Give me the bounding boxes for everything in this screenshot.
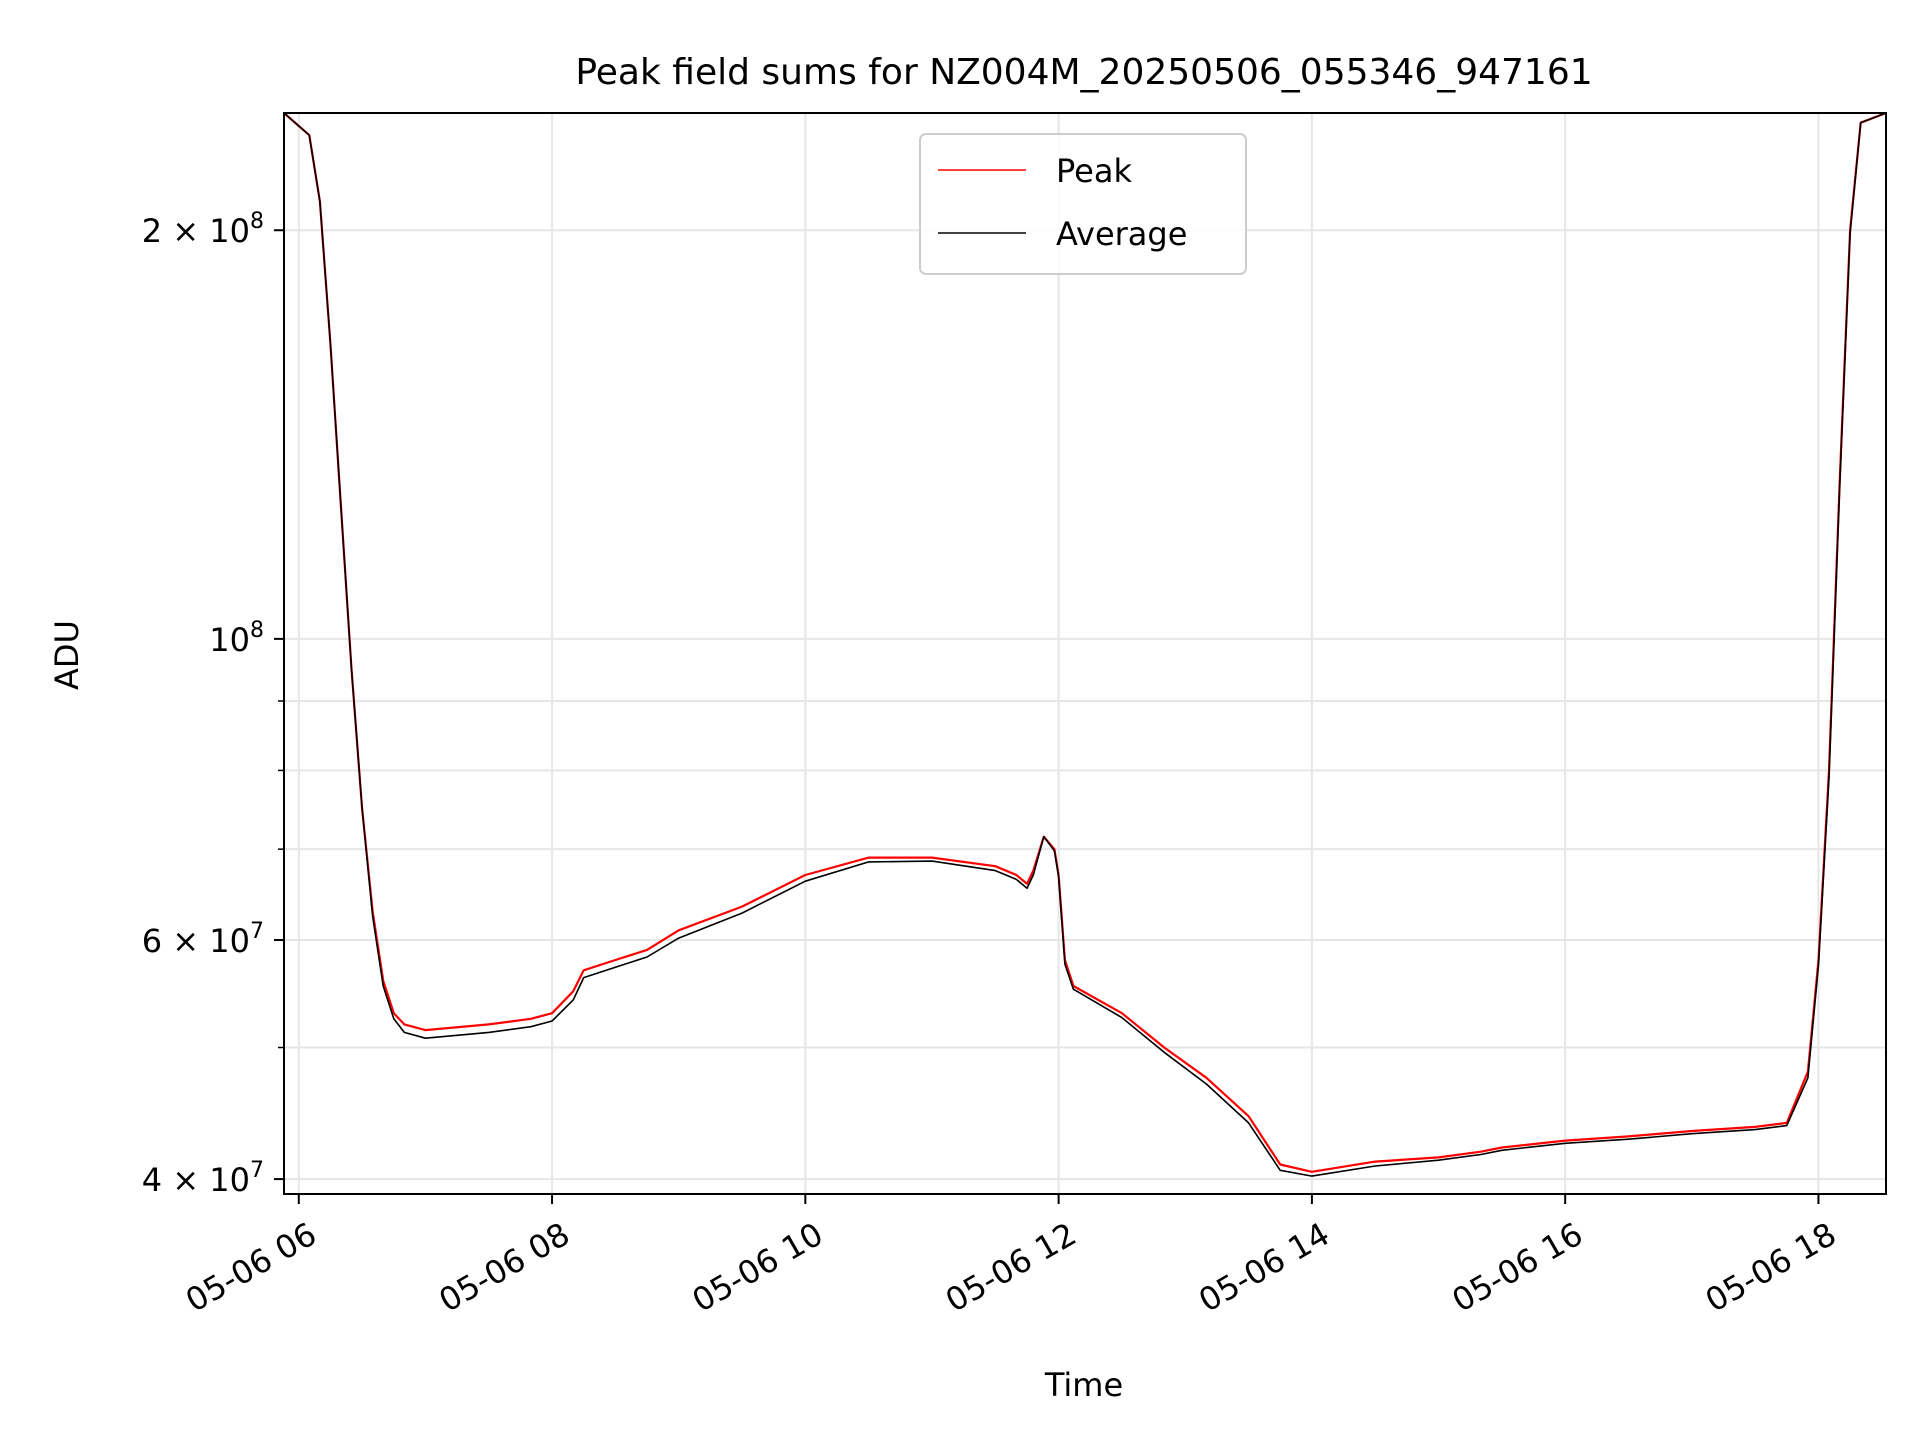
series-lines <box>283 111 1887 1177</box>
legend: Peak Average <box>919 133 1247 275</box>
plot-frame <box>283 112 1887 1195</box>
series-line-peak <box>283 111 1887 1173</box>
series-line-average <box>283 112 1887 1177</box>
y-tick-label-1: 6 × 107 <box>142 919 264 960</box>
y-tick-label-3: 2 × 108 <box>142 209 264 250</box>
legend-label-average: Average <box>1056 215 1187 253</box>
legend-label-peak: Peak <box>1056 152 1132 190</box>
x-axis-label: Time <box>1044 1366 1123 1404</box>
legend-box <box>919 133 1247 275</box>
chart-title: Peak field sums for NZ004M_20250506_0553… <box>575 52 1592 93</box>
y-tick-label-0: 4 × 107 <box>142 1158 264 1199</box>
y-axis-label: ADU <box>48 620 86 690</box>
y-tick-label-2: 108 <box>209 618 264 659</box>
